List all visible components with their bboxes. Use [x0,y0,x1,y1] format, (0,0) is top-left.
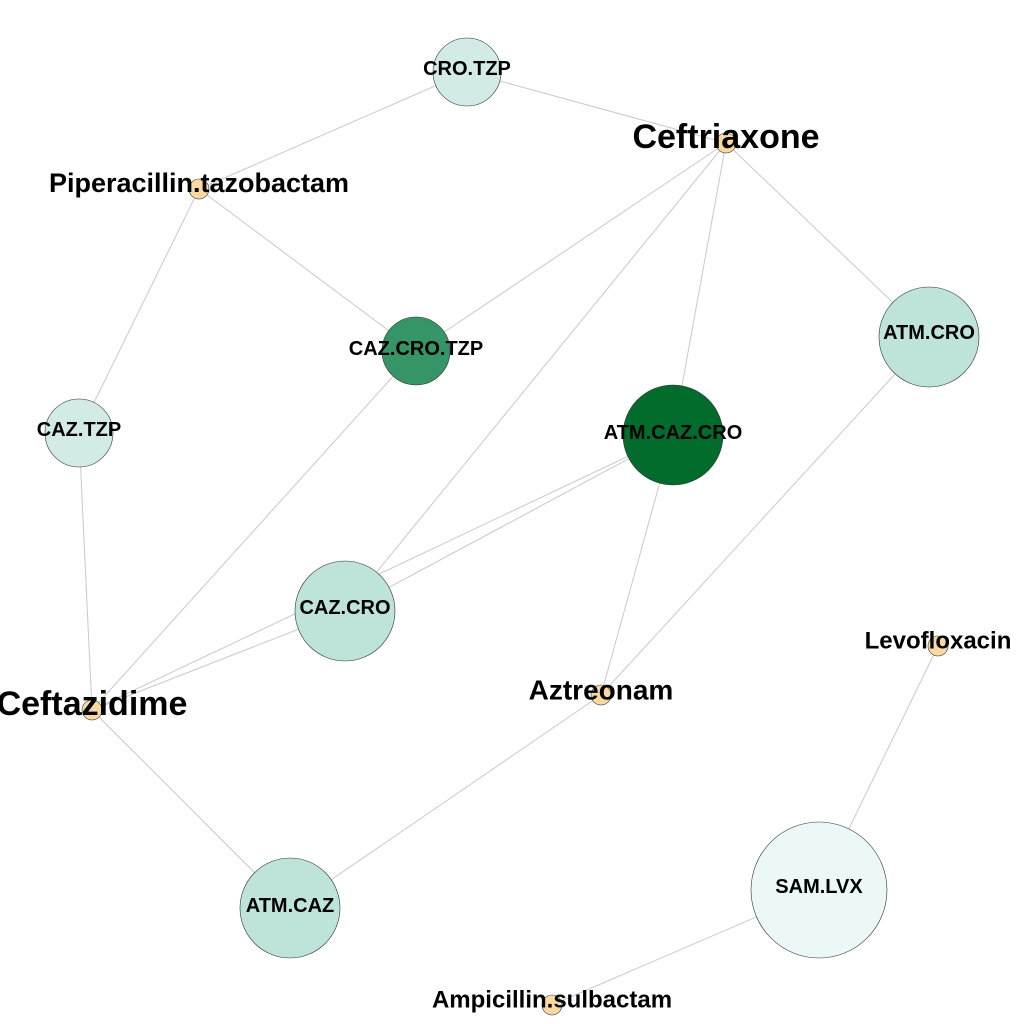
combo-label-caz-tzp: CAZ.TZP [37,419,121,441]
combo-node-atm-caz-cro [622,384,724,486]
edge-ceftriaxone-caz_cro [344,142,727,612]
edge-ceftriaxone-caz_cro_tzp [415,142,727,352]
edge-cro_tzp-ceftriaxone [466,71,727,144]
combo-label-caz-cro-tzp: CAZ.CRO.TZP [349,338,483,360]
edge-piperacillin-caz_cro_tzp [198,188,417,352]
drug-node-levofloxacin [927,635,949,657]
combo-node-caz-tzp [44,398,114,468]
edge-atm_caz_cro-caz_cro [344,434,674,612]
edge-atm_caz_cro-ceftazidime [91,434,674,711]
drug-label-ampicillin: Ampicillin.sulbactam [432,987,672,1014]
combo-node-atm-cro [878,286,980,388]
edge-caz_tzp-ceftazidime [78,432,93,711]
drug-node-piperacillin [188,178,210,200]
edge-cro_tzp-piperacillin [198,71,468,190]
combo-node-sam-lvx [750,821,888,959]
edge-piperacillin-caz_tzp [78,188,200,434]
combo-label-atm-cro: ATM.CRO [883,322,975,344]
labels-layer: CRO.TZP CAZ.CRO.TZP CAZ.TZP ATM.CRO ATM.CAZ.… [0,58,1011,1014]
combo-label-caz-cro: CAZ.CRO [299,597,390,619]
drug-node-ceftriaxone [715,132,737,154]
edge-atm_cro-aztreonam [600,336,930,696]
drug-label-ceftazidime: Ceftazidime [0,685,187,723]
drug-node-ceftazidime [81,699,103,721]
combo-node-caz-cro [294,560,396,662]
nodes-layer [44,37,980,1016]
combo-label-atm-caz-cro: ATM.CAZ.CRO [604,422,743,444]
combo-label-sam-lvx: SAM.LVX [775,876,863,898]
edge-aztreonam-atm_caz [289,694,602,909]
combo-label-atm-caz: ATM.CAZ [246,895,335,917]
combo-label-cro-tzp: CRO.TZP [423,58,511,80]
drug-label-piperacillin: Piperacillin.tazobactam [49,168,349,198]
drug-label-aztreonam: Aztreonam [529,675,674,706]
drug-label-levofloxacin: Levofloxacin [865,628,1012,655]
drug-label-ceftriaxone: Ceftriaxone [632,118,819,156]
drug-node-ampicillin [541,994,563,1016]
drug-node-aztreonam [590,684,612,706]
combo-node-cro-tzp [432,37,502,107]
combo-node-atm-caz [239,857,341,959]
edge-caz_cro_tzp-ceftazidime [91,350,417,711]
combo-node-caz-cro-tzp [381,316,451,386]
